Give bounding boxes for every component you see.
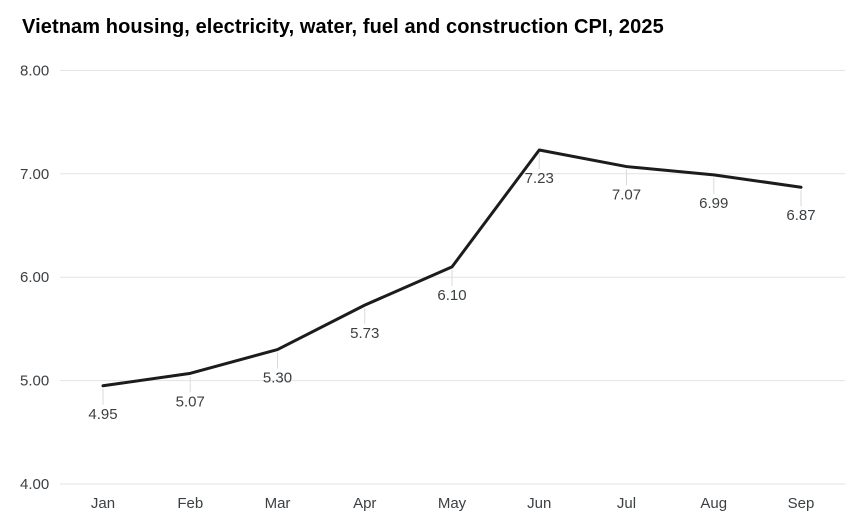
y-axis-tick-label: 4.00 — [20, 476, 49, 493]
x-axis-tick-label: Apr — [353, 495, 376, 512]
x-axis-tick-label: Jun — [527, 495, 551, 512]
x-axis-tick-label: Mar — [265, 495, 291, 512]
y-axis-tick-label: 7.00 — [20, 166, 49, 183]
y-axis-tick-label: 6.00 — [20, 269, 49, 286]
data-point-label: 7.07 — [612, 187, 641, 204]
chart-title: Vietnam housing, electricity, water, fue… — [22, 16, 664, 38]
data-point-label: 7.23 — [525, 170, 554, 187]
data-point-label: 4.95 — [88, 406, 117, 423]
data-point-label: 5.07 — [176, 393, 205, 410]
x-axis-tick-label: Jan — [91, 495, 115, 512]
x-axis-tick-labels-group: Jan Feb Mar Apr May Jun Jul Aug Sep — [91, 495, 814, 512]
data-point-labels-group: 4.95 5.07 5.30 5.73 6.10 7.23 7.07 6.99 6.87 — [88, 170, 815, 423]
data-point-label: 6.87 — [786, 207, 815, 224]
series-line — [101, 148, 803, 388]
data-point-label: 6.99 — [699, 195, 728, 212]
x-axis-tick-label: Jul — [617, 495, 636, 512]
data-point-label: 6.10 — [437, 287, 466, 304]
series-group — [101, 148, 803, 388]
x-axis-tick-label: May — [438, 495, 467, 512]
x-axis-tick-label: Feb — [177, 495, 203, 512]
data-point-label: 5.73 — [350, 325, 379, 342]
data-point-label: 5.30 — [263, 370, 292, 387]
data-label-leader-lines-group — [102, 153, 802, 405]
y-axis-tick-label: 5.00 — [20, 373, 49, 390]
x-axis-tick-label: Aug — [700, 495, 727, 512]
y-axis-tick-labels-group: 4.00 5.00 6.00 7.00 8.00 — [20, 62, 49, 493]
y-axis-tick-label: 8.00 — [20, 62, 49, 79]
x-axis-tick-label: Sep — [788, 495, 815, 512]
